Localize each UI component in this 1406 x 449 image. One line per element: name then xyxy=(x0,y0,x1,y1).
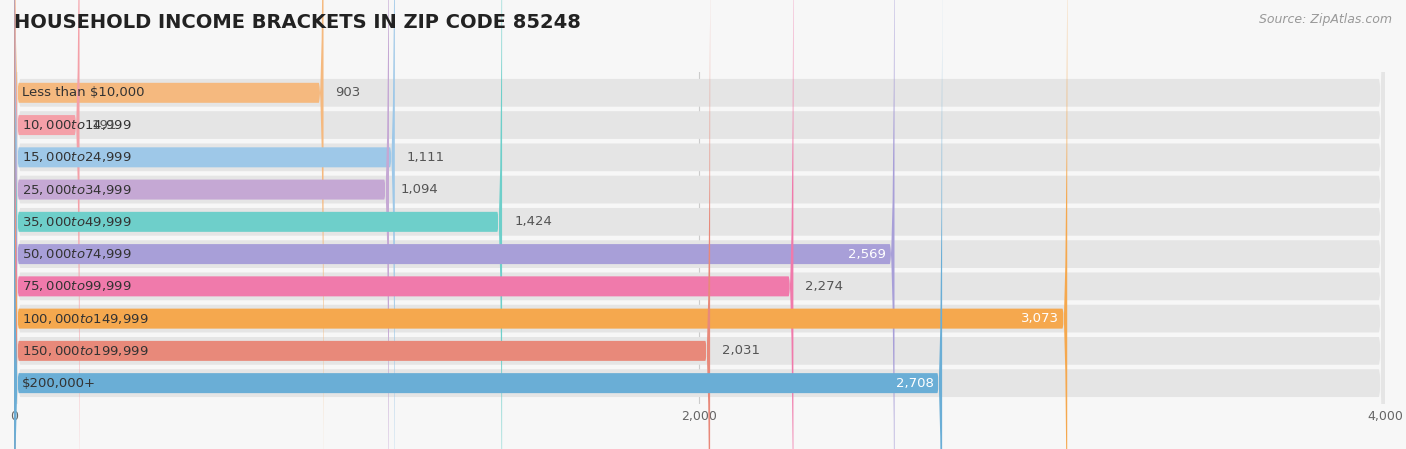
Text: $10,000 to $14,999: $10,000 to $14,999 xyxy=(21,118,131,132)
Text: 2,031: 2,031 xyxy=(723,344,761,357)
FancyBboxPatch shape xyxy=(14,0,1385,449)
Text: 1,094: 1,094 xyxy=(401,183,439,196)
Text: Less than $10,000: Less than $10,000 xyxy=(21,86,143,99)
Text: 2,569: 2,569 xyxy=(848,247,886,260)
FancyBboxPatch shape xyxy=(14,0,1067,449)
Text: $15,000 to $24,999: $15,000 to $24,999 xyxy=(21,150,131,164)
FancyBboxPatch shape xyxy=(14,0,80,449)
FancyBboxPatch shape xyxy=(14,0,1385,449)
FancyBboxPatch shape xyxy=(14,0,894,449)
FancyBboxPatch shape xyxy=(14,0,793,449)
FancyBboxPatch shape xyxy=(14,0,389,449)
FancyBboxPatch shape xyxy=(14,0,1385,449)
Text: $35,000 to $49,999: $35,000 to $49,999 xyxy=(21,215,131,229)
Text: $50,000 to $74,999: $50,000 to $74,999 xyxy=(21,247,131,261)
Text: HOUSEHOLD INCOME BRACKETS IN ZIP CODE 85248: HOUSEHOLD INCOME BRACKETS IN ZIP CODE 85… xyxy=(14,13,581,32)
Text: 3,073: 3,073 xyxy=(1021,312,1059,325)
FancyBboxPatch shape xyxy=(14,0,1385,449)
Text: 1,424: 1,424 xyxy=(515,216,553,229)
FancyBboxPatch shape xyxy=(14,0,502,449)
FancyBboxPatch shape xyxy=(14,0,1385,449)
FancyBboxPatch shape xyxy=(14,0,942,449)
FancyBboxPatch shape xyxy=(14,0,1385,449)
Text: $25,000 to $34,999: $25,000 to $34,999 xyxy=(21,183,131,197)
FancyBboxPatch shape xyxy=(14,0,323,449)
Text: $200,000+: $200,000+ xyxy=(21,377,96,390)
Text: 903: 903 xyxy=(336,86,361,99)
Text: $150,000 to $199,999: $150,000 to $199,999 xyxy=(21,344,148,358)
FancyBboxPatch shape xyxy=(14,0,1385,449)
Text: 2,708: 2,708 xyxy=(896,377,934,390)
FancyBboxPatch shape xyxy=(14,0,1385,449)
Text: Source: ZipAtlas.com: Source: ZipAtlas.com xyxy=(1258,13,1392,26)
Text: 191: 191 xyxy=(91,119,117,132)
Text: $100,000 to $149,999: $100,000 to $149,999 xyxy=(21,312,148,326)
FancyBboxPatch shape xyxy=(14,0,1385,449)
Text: 2,274: 2,274 xyxy=(806,280,844,293)
Text: $75,000 to $99,999: $75,000 to $99,999 xyxy=(21,279,131,293)
FancyBboxPatch shape xyxy=(14,0,710,449)
FancyBboxPatch shape xyxy=(14,0,395,449)
FancyBboxPatch shape xyxy=(14,0,1385,449)
Text: 1,111: 1,111 xyxy=(406,151,444,164)
